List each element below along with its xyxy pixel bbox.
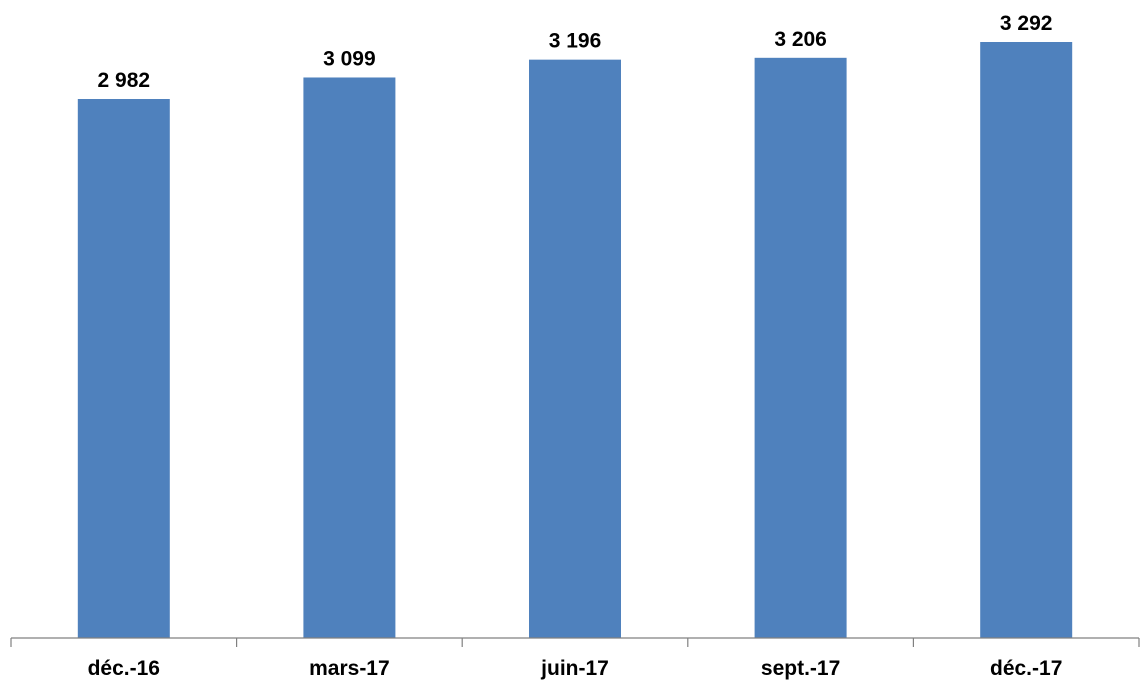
value-labels-group: 2 982 3 099 3 196 3 206 3 292 xyxy=(98,12,1053,92)
bars-group xyxy=(77,42,1073,638)
bar-5 xyxy=(980,42,1073,638)
bar-value-label: 3 099 xyxy=(323,47,376,70)
bar-3 xyxy=(529,59,621,638)
x-tick-label: sept.-17 xyxy=(761,657,840,680)
x-tick-label: mars-17 xyxy=(309,657,390,680)
bar-1 xyxy=(77,99,170,638)
bar-4 xyxy=(754,57,847,638)
x-axis xyxy=(10,637,1140,647)
x-tick-labels-group: déc.-16 mars-17 juin-17 sept.-17 déc.-17 xyxy=(88,657,1063,680)
bar-value-label: 2 982 xyxy=(98,69,151,92)
bar-value-label: 3 196 xyxy=(549,30,602,53)
bar-2 xyxy=(303,77,396,638)
x-tick-label: déc.-16 xyxy=(88,657,160,680)
bar-value-label: 3 206 xyxy=(774,28,827,51)
x-tick-label: juin-17 xyxy=(540,657,609,680)
bar-value-label: 3 292 xyxy=(1000,12,1053,35)
x-tick-label: déc.-17 xyxy=(990,657,1062,680)
